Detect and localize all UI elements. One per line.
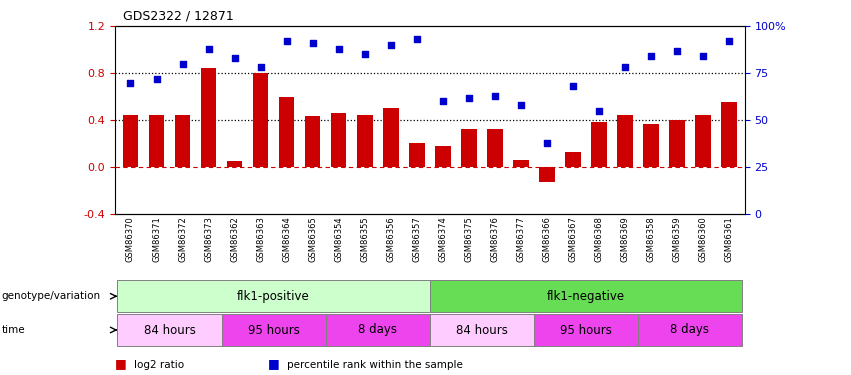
Point [618, 64, 631, 70]
Bar [430, 280, 742, 312]
Bar [174, 116, 191, 167]
Bar [638, 314, 742, 346]
Text: 84 hours: 84 hours [456, 324, 508, 336]
Point [384, 42, 397, 48]
Point [254, 64, 267, 70]
Bar [435, 146, 450, 167]
Text: flk1-positive: flk1-positive [237, 290, 310, 303]
Point [566, 83, 580, 89]
Bar [305, 117, 321, 167]
Point [358, 51, 372, 57]
Bar [669, 120, 685, 167]
Bar [539, 167, 555, 182]
Bar [279, 97, 294, 167]
Bar [487, 129, 503, 167]
Point [228, 55, 242, 61]
Text: 95 hours: 95 hours [248, 324, 300, 336]
Point [592, 108, 606, 114]
Bar [721, 102, 737, 167]
Point [514, 102, 528, 108]
Point [488, 93, 501, 99]
Point [123, 80, 137, 86]
Bar [617, 116, 633, 167]
Bar [201, 68, 216, 167]
Text: log2 ratio: log2 ratio [134, 360, 184, 370]
Bar [409, 144, 425, 167]
Point [696, 53, 710, 59]
Point [722, 38, 736, 44]
Bar [461, 129, 477, 167]
Point [150, 76, 163, 82]
Bar [430, 314, 534, 346]
Text: flk1-negative: flk1-negative [547, 290, 625, 303]
Point [410, 36, 424, 42]
Bar [221, 314, 326, 346]
Bar [383, 108, 398, 167]
Point [644, 53, 658, 59]
Text: genotype/variation: genotype/variation [2, 291, 100, 301]
Text: 8 days: 8 days [671, 324, 710, 336]
Point [176, 61, 190, 67]
Bar [565, 152, 580, 167]
Bar [643, 123, 659, 167]
Point [540, 140, 554, 146]
Bar [253, 73, 268, 167]
Bar [117, 314, 221, 346]
Point [332, 46, 346, 52]
Point [306, 40, 319, 46]
Bar [357, 116, 373, 167]
Bar [695, 116, 711, 167]
Bar [149, 116, 164, 167]
Text: 84 hours: 84 hours [144, 324, 196, 336]
Text: ■: ■ [268, 357, 280, 370]
Point [202, 46, 215, 52]
Point [462, 94, 476, 100]
Point [280, 38, 294, 44]
Point [670, 48, 683, 54]
Text: time: time [2, 325, 26, 335]
Bar [591, 122, 607, 167]
Bar [117, 280, 430, 312]
Text: ■: ■ [115, 357, 127, 370]
Text: 8 days: 8 days [358, 324, 397, 336]
Text: GDS2322 / 12871: GDS2322 / 12871 [123, 9, 234, 22]
Bar [226, 161, 243, 167]
Bar [513, 160, 528, 167]
Bar [123, 116, 139, 167]
Bar [326, 314, 430, 346]
Point [436, 98, 449, 104]
Bar [331, 113, 346, 167]
Text: 95 hours: 95 hours [560, 324, 612, 336]
Bar [534, 314, 638, 346]
Text: percentile rank within the sample: percentile rank within the sample [287, 360, 463, 370]
